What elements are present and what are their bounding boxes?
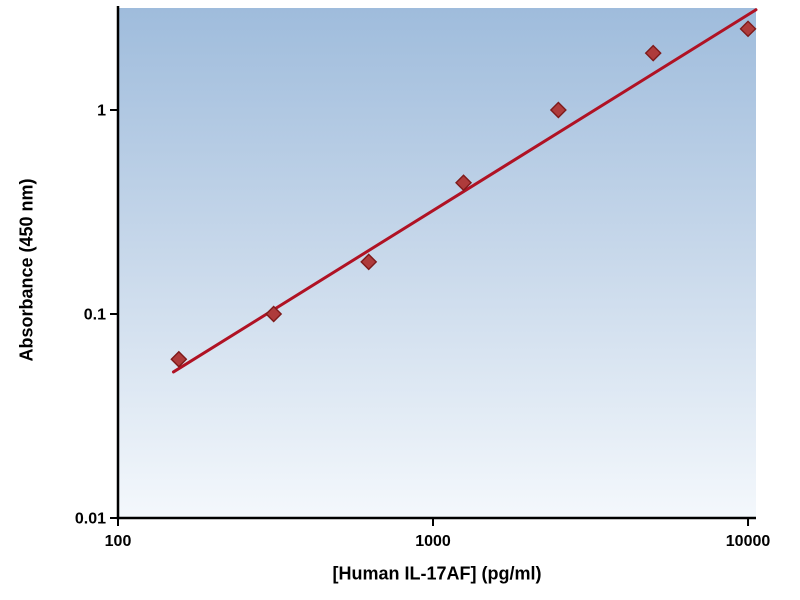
data-point [644,44,662,62]
x-tick-label: 100 [105,533,132,550]
x-tick-label: 1000 [415,533,451,550]
data-point [455,174,473,192]
data-point [170,350,188,368]
x-tick-label: 10000 [726,533,771,550]
y-tick-label: 0.1 [84,306,106,323]
y-axis-title: Absorbance (450 nm) [16,178,37,362]
y-tick-label: 0.01 [75,511,106,528]
data-point [739,20,757,38]
plot-area [118,8,756,518]
data-point [360,253,378,271]
data-point [549,101,567,119]
data-point [265,305,283,323]
y-tick-label: 1 [97,102,106,119]
x-axis-title: [Human IL-17AF] (pg/ml) [332,563,542,584]
